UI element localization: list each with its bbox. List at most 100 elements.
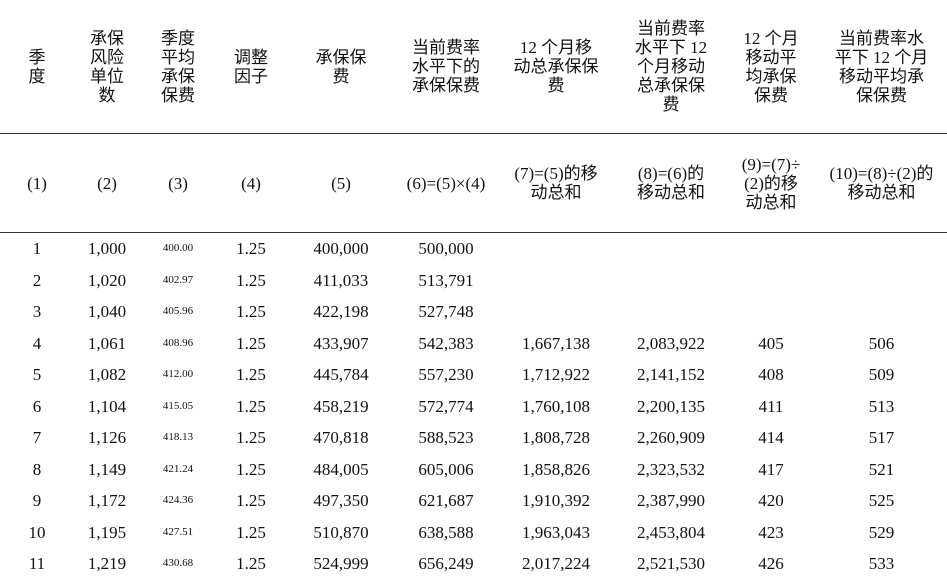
header-text: 承保风险单位数 — [90, 28, 124, 105]
cell: 12 个月移动总承保保费 — [496, 0, 616, 134]
data-row-text: 470,818 — [313, 428, 369, 448]
cell: 542,383 — [396, 328, 496, 360]
cell: 533 — [816, 548, 947, 580]
data-row-text: 411 — [758, 396, 784, 416]
data-row-text: 1,149 — [87, 459, 127, 479]
cell: 1,963,043 — [496, 517, 616, 549]
data-row-text: 2,521,530 — [637, 554, 705, 574]
data-row-text: 529 — [868, 522, 895, 542]
formula-text: (3) — [168, 173, 188, 193]
data-row-text: 1.25 — [236, 239, 266, 259]
data-row-text: 1.25 — [236, 270, 266, 290]
data-row: 5 1,082 412.00 1.25 445,784 557,230 1,712,922 2… — [0, 359, 947, 391]
data-row-text: 405.96 — [162, 305, 194, 318]
cell: 1.25 — [216, 422, 286, 454]
data-row-text: 11 — [28, 554, 46, 574]
cell: 1,858,826 — [496, 454, 616, 486]
data-row-text: 1.25 — [236, 396, 266, 416]
data-row-text: 1 — [32, 239, 42, 259]
cell: 445,784 — [286, 359, 396, 391]
cell: 2,323,532 — [616, 454, 726, 486]
cell: 当前费率水平下 12 个月移动平均承保保费 — [816, 0, 947, 134]
cell: 2,260,909 — [616, 422, 726, 454]
cell: 411 — [726, 391, 816, 423]
cell: 5 — [0, 359, 74, 391]
cell: 当前费率水平下 12 个月移动总承保保费 — [616, 0, 726, 134]
cell: 8 — [0, 454, 74, 486]
cell: 418.13 — [140, 422, 216, 454]
data-row-text: 7 — [32, 428, 42, 448]
data-row-text: 1.25 — [236, 554, 266, 574]
data-row: 4 1,061 408.96 1.25 433,907 542,383 1,667,138 2… — [0, 328, 947, 360]
cell: 2,141,152 — [616, 359, 726, 391]
data-row-text: 1,104 — [87, 396, 127, 416]
header: 季度 承保风险单位数 季度平均承保保费 调整因子 承保保费 当前费率水平下的承保保费 12 … — [0, 0, 947, 134]
cell: (5) — [286, 133, 396, 233]
data-row-text: 2 — [32, 270, 42, 290]
data-row: 1 1,000 400.00 1.25 400,000 500,000 — [0, 233, 947, 265]
data-row-text: 420 — [758, 491, 784, 511]
data-row-text: 500,000 — [418, 239, 474, 259]
cell — [496, 296, 616, 328]
cell: 588,523 — [396, 422, 496, 454]
data-row-text: 1,963,043 — [522, 522, 590, 542]
cell: 405.96 — [140, 296, 216, 328]
cell: 1,104 — [74, 391, 140, 423]
cell: 4 — [0, 328, 74, 360]
data-row: 7 1,126 418.13 1.25 470,818 588,523 1,808,728 2… — [0, 422, 947, 454]
data-row-text: 423 — [758, 522, 784, 542]
cell — [496, 233, 616, 265]
data-row-text: 2,453,804 — [637, 522, 705, 542]
cell: 506 — [816, 328, 947, 360]
formula-text: (10)=(8)÷(2)的移动总和 — [829, 164, 934, 202]
data-row-text: 2,387,990 — [637, 491, 705, 511]
cell: 12 个月移动平均承保保费 — [726, 0, 816, 134]
cell: 427.51 — [140, 517, 216, 549]
cell — [726, 233, 816, 265]
data-row-text: 2,017,224 — [522, 554, 590, 574]
cell: (2) — [74, 133, 140, 233]
cell: 412.00 — [140, 359, 216, 391]
cell: 423 — [726, 517, 816, 549]
cell: 517 — [816, 422, 947, 454]
data-row-text: 521 — [868, 459, 895, 479]
data-row: 8 1,149 421.24 1.25 484,005 605,006 1,858,826 2… — [0, 454, 947, 486]
cell: 497,350 — [286, 485, 396, 517]
cell: (1) — [0, 133, 74, 233]
data-row-text: 1.25 — [236, 491, 266, 511]
cell: 433,907 — [286, 328, 396, 360]
data-row-text: 2,083,922 — [637, 333, 705, 353]
data-row-text: 433,907 — [313, 333, 369, 353]
cell: 1,126 — [74, 422, 140, 454]
cell: 1.25 — [216, 548, 286, 580]
data-row-text: 1.25 — [236, 522, 266, 542]
data-row-text: 4 — [32, 333, 42, 353]
data-row-text: 2,260,909 — [637, 428, 705, 448]
cell: 2 — [0, 265, 74, 297]
cell: 1,195 — [74, 517, 140, 549]
cell: 513 — [816, 391, 947, 423]
cell: 638,588 — [396, 517, 496, 549]
cell: 季度平均承保保费 — [140, 0, 216, 134]
header-text: 季度 — [28, 47, 46, 86]
data-row: 3 1,040 405.96 1.25 422,198 527,748 — [0, 296, 947, 328]
data-row-text: 656,249 — [418, 554, 474, 574]
cell: 529 — [816, 517, 947, 549]
cell: 605,006 — [396, 454, 496, 486]
cell: 承保保费 — [286, 0, 396, 134]
cell: 484,005 — [286, 454, 396, 486]
data-row-text: 2,200,135 — [637, 396, 705, 416]
cell: 656,249 — [396, 548, 496, 580]
data-row-text: 542,383 — [418, 333, 474, 353]
header-text: 季度平均承保保费 — [161, 28, 195, 105]
cell: 1.25 — [216, 359, 286, 391]
cell: 621,687 — [396, 485, 496, 517]
cell: 424.36 — [140, 485, 216, 517]
data-row-text: 415.05 — [162, 399, 194, 412]
formula: (1) (2) (3) (4) (5) (6)=(5)×(4) (7)=(5)的移动总和 (8… — [0, 133, 947, 233]
cell: 470,818 — [286, 422, 396, 454]
data-row-text: 2,323,532 — [637, 459, 705, 479]
cell — [816, 265, 947, 297]
cell: 521 — [816, 454, 947, 486]
